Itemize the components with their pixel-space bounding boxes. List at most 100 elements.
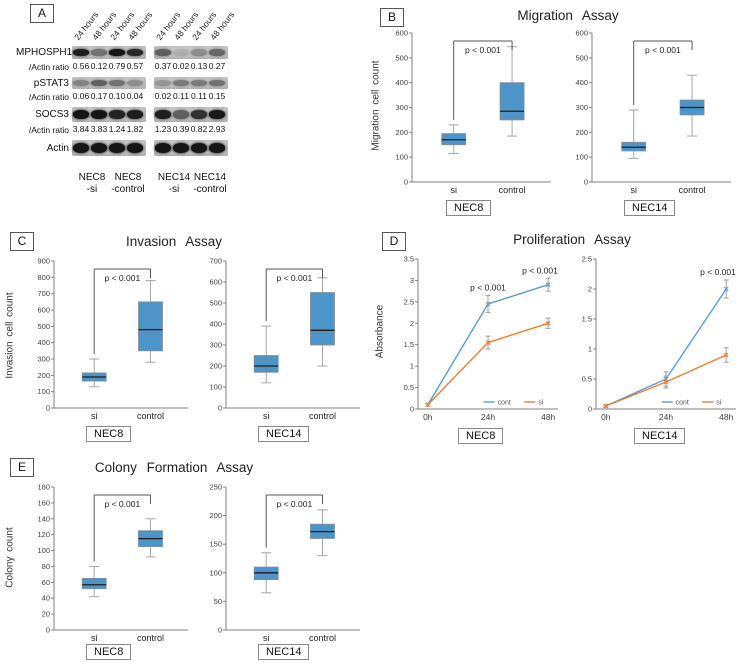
ratio-value: 0.02 (172, 61, 190, 71)
lane-group-condition: -si (86, 183, 98, 195)
panel-e-colony-formation-assay: E Colony Formation Assay Colony count 0 2… (4, 452, 372, 664)
y-tick-label: 0.5 (404, 383, 414, 392)
p-value-text: p < 0.001 (104, 499, 140, 509)
ratio-label: /Actin ratio (28, 124, 69, 135)
protein-label: MPHOSPH1 (16, 47, 73, 58)
y-tick-label: 60 (42, 578, 50, 587)
blot-strip (154, 140, 228, 156)
ratio-value: 0.37 (154, 61, 172, 71)
x-tick-label: 48h (541, 412, 555, 422)
ratio-value: 0.12 (90, 61, 108, 71)
ratio-value: 0.82 (190, 124, 208, 134)
invasion-boxplot-nec14: 0 100 200 300 400 500 600 700 si control p < 0.001 (209, 257, 360, 421)
data-point-marker (663, 379, 669, 385)
y-tick-label: 200 (209, 362, 222, 371)
data-point-marker (723, 286, 729, 292)
p-value-annotation: p < 0.001 (470, 282, 506, 292)
legend: cont si (661, 400, 722, 407)
ratio-values: 0.56 0.12 0.79 0.57 0.37 0.02 0.13 0.27 (72, 61, 232, 72)
y-tick-label: 1.5 (582, 315, 592, 324)
y-tick-label: 1 (588, 345, 592, 354)
ratio-value: 0.13 (190, 61, 208, 71)
blot-band (191, 80, 207, 86)
y-tick-label: 0 (410, 405, 414, 414)
p-value-text: p < 0.001 (104, 273, 140, 283)
y-tick-label: 500 (575, 53, 588, 62)
blot-strip (154, 46, 228, 59)
category-label: control (137, 633, 164, 643)
x-tick-label: 0h (601, 412, 611, 422)
box-control (499, 82, 525, 121)
y-tick-label: 500 (395, 53, 408, 62)
blot-strips (72, 107, 232, 122)
y-tick-label: 20 (42, 610, 50, 619)
cell-line-label-nec8: NEC8 (458, 428, 504, 444)
cell-line-label-nec14: NEC14 (634, 428, 686, 444)
blot-band (73, 110, 89, 119)
colony-y-axis-label: Colony count (4, 527, 16, 588)
ratio-row: /Actin ratio 0.56 0.12 0.79 0.57 0.37 0.02 0.13… (16, 61, 298, 72)
y-tick-label: 100 (37, 546, 50, 555)
category-label: control (499, 185, 526, 195)
y-tick-label: 900 (37, 257, 50, 266)
y-tick-label: 600 (395, 29, 408, 38)
cell-line-label-nec14: NEC14 (624, 200, 676, 216)
box-control (138, 301, 163, 352)
cell-line-label-nec8: NEC8 (446, 200, 492, 216)
p-value-annotation: p < 0.001 (522, 265, 558, 275)
y-tick-label: 100 (575, 153, 588, 162)
category-label: control (137, 411, 164, 421)
y-tick-label: 400 (209, 320, 222, 329)
blot-band (209, 143, 225, 153)
data-point-marker (485, 340, 491, 345)
y-tick-label: 0 (46, 404, 50, 413)
blot-band (173, 110, 189, 119)
p-value-annotation: p < 0.001 (700, 267, 736, 277)
blot-band (173, 80, 189, 86)
ratio-value: 0.10 (108, 91, 126, 101)
ratio-label: /Actin ratio (28, 91, 69, 102)
y-tick-label: 2 (410, 319, 414, 328)
y-tick-label: 400 (395, 78, 408, 87)
ratio-value: 1.23 (154, 124, 172, 134)
blot-band (109, 49, 125, 56)
blot-band (127, 49, 143, 56)
proliferation-linechart-nec8: 0 0.5 1 1.5 2 2.5 3 3.5 0h 24h 48h p < 0.001 p < 0.0… (404, 255, 559, 423)
y-tick-label: 40 (42, 594, 50, 603)
ratio-value: 1.82 (126, 124, 144, 134)
migration-boxplot-nec14: 0 100 200 300 400 500 600 si control p < 0.001 (575, 29, 731, 195)
proliferation-linechart-nec14: 0 0.5 1 1.5 2 2.5 0h 24h 48h p < 0.001 cont si (582, 255, 737, 423)
y-tick-label: 300 (37, 355, 50, 364)
ratio-value: 1.24 (108, 124, 126, 134)
blot-strip (154, 107, 228, 122)
lane-group-label: NEC8 -control (102, 172, 154, 195)
box-control (310, 292, 335, 346)
proliferation-assay-title: Proliferation Assay (513, 232, 631, 247)
p-value-text: p < 0.001 (276, 273, 312, 283)
blot-band (91, 143, 107, 153)
cell-line-label-nec14: NEC14 (258, 644, 310, 660)
x-tick-label: 24h (659, 412, 673, 422)
blot-band (155, 143, 171, 153)
blot-band (191, 49, 207, 56)
ratio-value: 3.84 (72, 124, 90, 134)
ratio-value: 0.57 (126, 61, 144, 71)
colony-boxplot-nec8: 0 20 40 60 80 100 120 140 160 180 si control p < 0.0… (37, 483, 188, 643)
y-tick-label: 200 (575, 128, 588, 137)
y-tick-label: 250 (209, 483, 222, 492)
ratio-values: 3.84 3.83 1.24 1.82 1.23 0.39 0.82 2.93 (72, 124, 232, 135)
panel-b-label: B (380, 8, 404, 27)
ratio-values: 0.06 0.17 0.10 0.04 0.02 0.11 0.11 0.15 (72, 91, 232, 102)
y-tick-label: 200 (209, 511, 222, 520)
panel-d-label: D (382, 232, 406, 251)
x-tick-label: 48h (719, 412, 733, 422)
invasion-assay-title: Invasion Assay (125, 234, 223, 249)
migration-boxplot-nec8: 0 100 200 300 400 500 600 si control p < 0.001 (395, 29, 551, 195)
blot-strip (72, 46, 146, 59)
y-tick-label: 0 (218, 404, 222, 413)
ratio-value: 0.11 (191, 91, 207, 101)
cell-line-label-nec14: NEC14 (258, 426, 310, 442)
legend-label-si: si (538, 400, 544, 407)
y-tick-label: 0 (584, 178, 588, 187)
ratio-row: /Actin ratio 0.06 0.17 0.10 0.04 0.02 0.11 0.11… (16, 91, 298, 102)
